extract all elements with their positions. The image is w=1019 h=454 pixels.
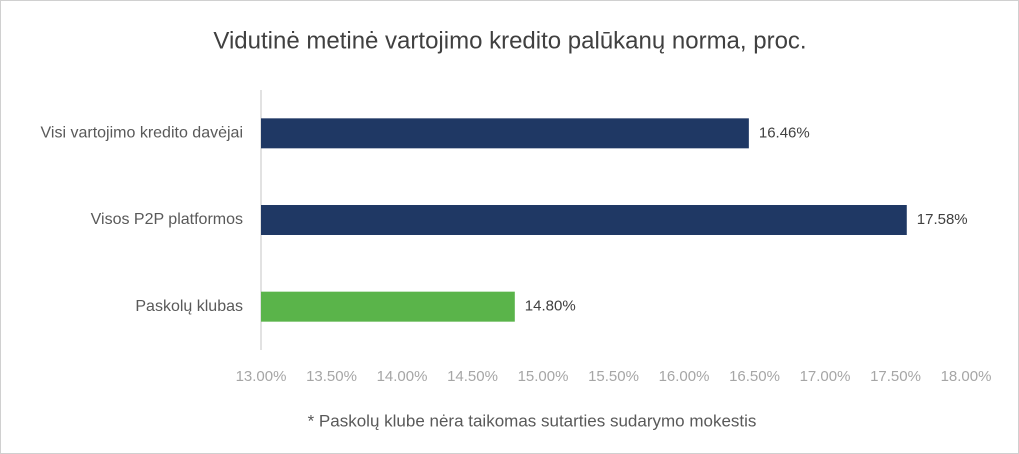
x-tick-label: 18.00% <box>941 368 992 385</box>
bar <box>261 118 749 149</box>
value-label: 14.80% <box>525 298 576 315</box>
y-tick-label: Visos P2P platformos <box>91 211 243 228</box>
annotation: * Paskolų klube nėra taikomas sutarties … <box>308 411 757 430</box>
x-tick-label: 14.00% <box>377 368 428 385</box>
chart-title: Vidutinė metinė vartojimo kredito palūka… <box>213 27 806 54</box>
x-tick-label: 13.00% <box>236 368 287 385</box>
x-tick-label: 15.00% <box>518 368 569 385</box>
bar <box>261 205 907 235</box>
value-label: 17.58% <box>917 211 968 228</box>
x-tick-label: 14.50% <box>447 368 498 385</box>
x-tick-label: 13.50% <box>306 368 357 385</box>
x-tick-label: 15.50% <box>588 368 639 385</box>
x-tick-label: 16.50% <box>729 368 780 385</box>
x-tick-label: 16.00% <box>659 368 710 385</box>
x-tick-label: 17.00% <box>800 368 851 385</box>
bar <box>261 291 515 322</box>
value-label: 16.46% <box>759 124 810 141</box>
y-tick-label: Paskolų klubas <box>135 298 243 315</box>
x-tick-label: 17.50% <box>870 368 921 385</box>
y-tick-label: Visi vartojimo kredito davėjai <box>41 125 243 142</box>
